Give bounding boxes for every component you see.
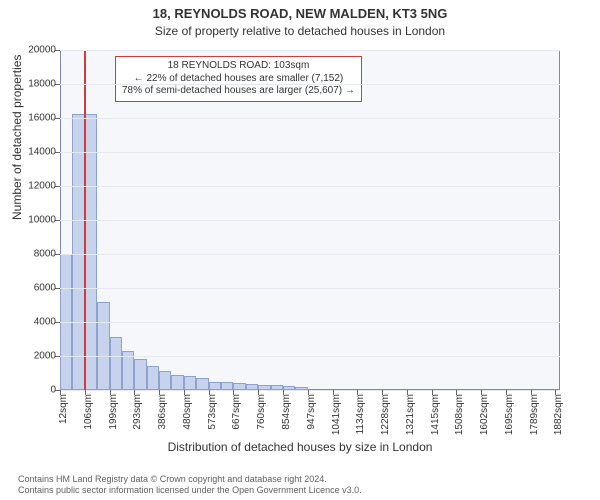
xtick-label: 1041sqm xyxy=(331,394,342,435)
gridline xyxy=(60,322,560,323)
gridline xyxy=(60,186,560,187)
histogram-bar xyxy=(159,371,171,390)
xtick-label: 1321sqm xyxy=(405,394,416,435)
xtick-label: 106sqm xyxy=(83,394,94,430)
xtick-label: 1415sqm xyxy=(430,394,441,435)
ytick-label: 16000 xyxy=(28,113,60,124)
ytick-label: 18000 xyxy=(28,79,60,90)
histogram-bar xyxy=(171,375,183,390)
xtick-label: 1602sqm xyxy=(479,394,490,435)
footer-line-1: Contains HM Land Registry data © Crown c… xyxy=(18,474,582,485)
histogram-bar xyxy=(221,382,233,390)
annotation-box: 18 REYNOLDS ROAD: 103sqm ← 22% of detach… xyxy=(115,56,362,102)
footer: Contains HM Land Registry data © Crown c… xyxy=(18,474,582,497)
gridline xyxy=(60,50,560,51)
xtick-label: 1695sqm xyxy=(504,394,515,435)
xtick-label: 760sqm xyxy=(256,394,267,430)
gridline xyxy=(60,220,560,221)
histogram-bar xyxy=(209,382,221,391)
xtick-label: 1882sqm xyxy=(553,394,564,435)
annotation-line-3: 78% of semi-detached houses are larger (… xyxy=(122,85,355,98)
ytick-label: 10000 xyxy=(28,215,60,226)
xtick-label: 293sqm xyxy=(132,394,143,430)
xtick-label: 667sqm xyxy=(231,394,242,430)
y-axis-label: Number of detached properties xyxy=(10,55,24,220)
histogram-bar xyxy=(233,383,245,390)
xtick-label: 386sqm xyxy=(157,394,168,430)
gridline xyxy=(60,356,560,357)
gridline xyxy=(60,118,560,119)
ytick-label: 6000 xyxy=(34,283,60,294)
annotation-line-1: 18 REYNOLDS ROAD: 103sqm xyxy=(122,60,355,73)
ytick-label: 8000 xyxy=(34,249,60,260)
ytick-label: 14000 xyxy=(28,147,60,158)
xtick-label: 199sqm xyxy=(108,394,119,430)
ytick-label: 4000 xyxy=(34,317,60,328)
gridline xyxy=(60,288,560,289)
histogram-bar xyxy=(72,114,84,390)
page-root: 18, REYNOLDS ROAD, NEW MALDEN, KT3 5NG S… xyxy=(0,0,600,500)
histogram-bar xyxy=(110,337,122,390)
histogram-bar xyxy=(85,114,97,390)
gridline xyxy=(60,84,560,85)
histogram-bar xyxy=(97,302,109,390)
ytick-label: 2000 xyxy=(34,351,60,362)
xtick-label: 854sqm xyxy=(281,394,292,430)
xtick-label: 1134sqm xyxy=(355,394,366,434)
chart-subtitle: Size of property relative to detached ho… xyxy=(0,22,600,38)
xtick-label: 1508sqm xyxy=(454,394,465,435)
gridline xyxy=(60,254,560,255)
xtick-label: 573sqm xyxy=(207,394,218,430)
xtick-label: 480sqm xyxy=(182,394,193,430)
histogram-bar xyxy=(134,359,146,390)
footer-line-2: Contains public sector information licen… xyxy=(18,485,582,496)
xtick-label: 12sqm xyxy=(58,394,69,424)
xtick-label: 947sqm xyxy=(306,394,317,430)
histogram-bar xyxy=(196,378,208,390)
plot-area: 18 REYNOLDS ROAD: 103sqm ← 22% of detach… xyxy=(60,50,560,390)
xtick-label: 1228sqm xyxy=(380,394,391,435)
ytick-label: 20000 xyxy=(28,45,60,56)
ytick-label: 12000 xyxy=(28,181,60,192)
xtick-label: 1789sqm xyxy=(529,394,540,435)
gridline xyxy=(60,152,560,153)
x-axis-label: Distribution of detached houses by size … xyxy=(0,440,600,454)
histogram-bar xyxy=(147,366,159,390)
chart-title: 18, REYNOLDS ROAD, NEW MALDEN, KT3 5NG xyxy=(0,0,600,22)
histogram-bar xyxy=(184,376,196,390)
